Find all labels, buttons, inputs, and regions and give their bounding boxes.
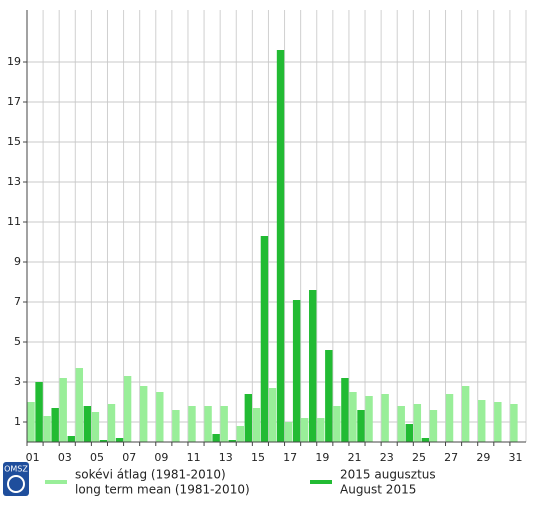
x-tick-label: 21: [348, 451, 362, 464]
bar: [260, 236, 269, 442]
bar: [300, 418, 309, 442]
x-tick-label: 25: [412, 451, 426, 464]
x-tick-label: 29: [476, 451, 490, 464]
logo: OMSZ: [3, 462, 29, 496]
bar: [252, 408, 261, 442]
bar: [123, 376, 132, 442]
bar: [107, 404, 116, 442]
bar: [357, 410, 365, 442]
x-tick-label: 15: [251, 451, 265, 464]
legend-label: 2015 augusztus: [340, 468, 436, 482]
x-tick-label: 09: [154, 451, 168, 464]
bar: [220, 406, 228, 442]
bar: [413, 404, 422, 442]
bar: [51, 408, 59, 442]
y-tick-label: 7: [14, 295, 21, 308]
legend-label-en: August 2015: [340, 483, 416, 497]
bar: [461, 386, 470, 442]
bar: [75, 368, 84, 442]
x-tick-label: 23: [380, 451, 394, 464]
bar: [204, 406, 212, 442]
bar: [115, 438, 124, 442]
bar: [27, 402, 35, 442]
bar: [397, 406, 405, 442]
bar: [317, 418, 325, 442]
bar: [59, 378, 67, 442]
bar: [494, 402, 502, 442]
bar: [228, 440, 236, 442]
x-tick-label: 03: [58, 451, 72, 464]
bar: [67, 436, 75, 442]
y-tick-label: 13: [7, 175, 21, 188]
y-tick-label: 11: [7, 215, 21, 228]
bar: [510, 404, 518, 442]
x-tick-label: 11: [187, 451, 201, 464]
y-tick-label: 9: [14, 255, 21, 268]
y-tick-label: 17: [7, 95, 21, 108]
x-tick-label: 07: [122, 451, 136, 464]
x-tick-label: 01: [26, 451, 40, 464]
x-tick-label: 13: [219, 451, 233, 464]
bar: [139, 386, 148, 442]
bar: [381, 394, 389, 442]
y-tick-label: 15: [7, 135, 21, 148]
bar: [421, 438, 430, 442]
bar: [341, 378, 349, 442]
bar: [99, 440, 108, 442]
bar: [292, 300, 301, 442]
bar: [349, 392, 357, 442]
logo-text: OMSZ: [4, 465, 28, 474]
bar: [188, 406, 196, 442]
bar: [429, 410, 438, 442]
bar: [365, 396, 373, 442]
bar: [478, 400, 486, 442]
x-tick-label: 31: [509, 451, 523, 464]
logo-mark: [7, 475, 25, 493]
bar: [268, 388, 277, 442]
bar: [43, 416, 51, 442]
bar: [244, 394, 253, 442]
bar: [276, 50, 285, 442]
y-tick-label: 19: [7, 55, 21, 68]
bar: [445, 394, 454, 442]
bar: [333, 406, 341, 442]
bar: [284, 422, 293, 442]
x-tick-label: 27: [444, 451, 458, 464]
bar: [83, 406, 92, 442]
bar: [172, 410, 180, 442]
bar: [309, 290, 317, 442]
bar: [212, 434, 220, 442]
legend-label: sokévi átlag (1981-2010): [75, 468, 226, 482]
y-tick-label: 1: [14, 415, 21, 428]
x-tick-label: 19: [315, 451, 329, 464]
bar: [325, 350, 333, 442]
bar: [405, 424, 414, 442]
bar: [91, 412, 100, 442]
y-tick-label: 3: [14, 375, 21, 388]
bar: [156, 392, 164, 442]
bar: [236, 426, 244, 442]
y-tick-label: 5: [14, 335, 21, 348]
x-tick-label: 17: [283, 451, 297, 464]
x-tick-label: 05: [90, 451, 104, 464]
legend-label-en: long term mean (1981-2010): [75, 483, 250, 497]
bar: [35, 382, 43, 442]
